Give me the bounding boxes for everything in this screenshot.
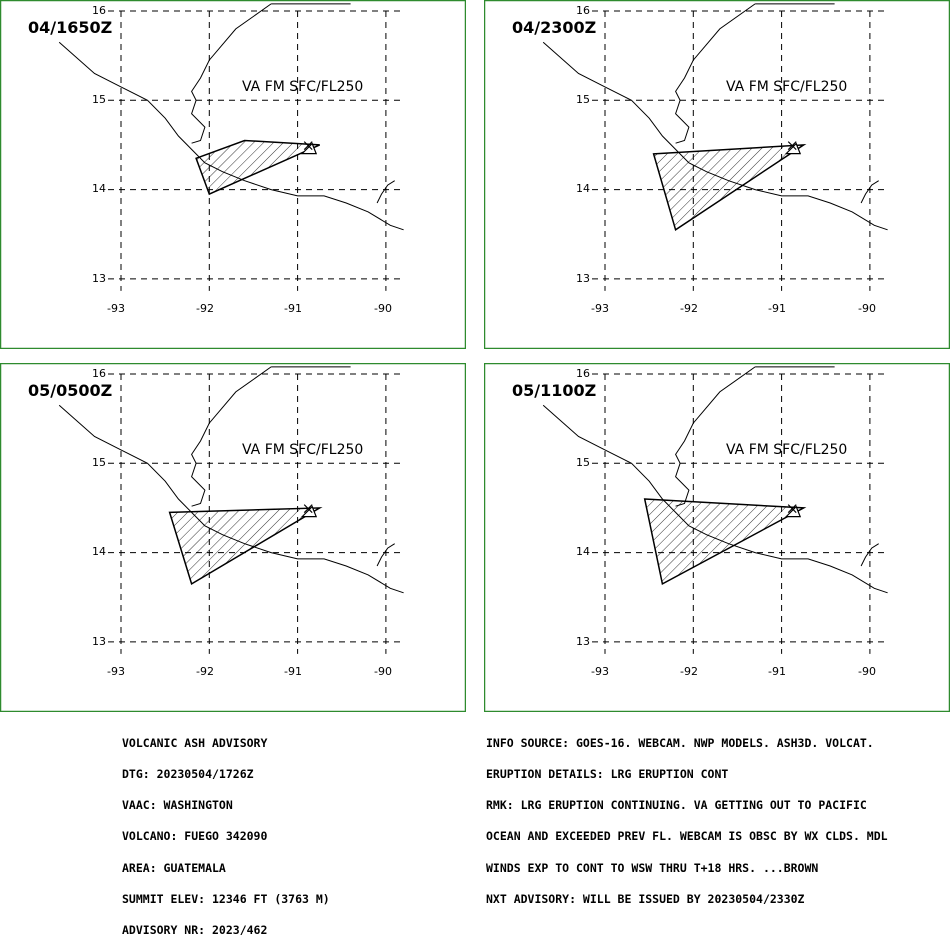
advisory-header-left: VOLCANIC ASH ADVISORY DTG: 20230504/1726… — [122, 717, 330, 946]
lat-label-14: 14 — [92, 182, 106, 195]
volcano-triangle-icon — [300, 504, 318, 518]
map-graphic — [484, 0, 950, 349]
lon-label-91: -91 — [768, 302, 786, 315]
forecast-panel-2: 04/2300Z VA FM SFC/FL250 16 15 14 13 -93… — [484, 0, 950, 349]
lon-label-92: -92 — [196, 665, 214, 678]
panel-frame — [0, 363, 466, 712]
panel-time-label: 05/0500Z — [28, 381, 113, 400]
map-graphic — [0, 363, 466, 712]
forecast-panel-4: 05/1100Z VA FM SFC/FL250 16 15 14 13 -93… — [484, 363, 950, 712]
advisory-line: VOLCANO: FUEGO 342090 — [122, 829, 268, 844]
advisory-line: DTG: 20230504/1726Z — [122, 767, 254, 782]
volcano-triangle-icon — [784, 504, 802, 518]
lon-label-90: -90 — [858, 665, 876, 678]
panel-time-label: 04/2300Z — [512, 18, 597, 37]
coastline — [58, 41, 404, 231]
country-border — [860, 543, 879, 567]
country-border — [860, 180, 879, 204]
advisory-details-right: INFO SOURCE: GOES-16. WEBCAM. NWP MODELS… — [486, 717, 888, 915]
panel-time-label: 05/1100Z — [512, 381, 597, 400]
lat-label-16: 16 — [92, 367, 106, 380]
country-border — [675, 366, 756, 507]
lat-label-14: 14 — [92, 545, 106, 558]
volcano-triangle-icon — [784, 141, 802, 155]
lat-label-16: 16 — [576, 4, 590, 17]
advisory-line: WINDS EXP TO CONT TO WSW THRU T+18 HRS. … — [486, 860, 819, 875]
lat-label-13: 13 — [92, 635, 106, 648]
forecast-panel-1: 04/1650Z VA FM SFC/FL250 16 15 14 13 -93… — [0, 0, 466, 349]
lon-label-92: -92 — [680, 302, 698, 315]
lat-label-14: 14 — [576, 545, 590, 558]
advisory-line: ERUPTION DETAILS: LRG ERUPTION CONT — [486, 767, 729, 782]
lon-label-92: -92 — [196, 302, 214, 315]
lon-label-93: -93 — [591, 665, 609, 678]
forecast-panel-3: 05/0500Z VA FM SFC/FL250 16 15 14 13 -93… — [0, 363, 466, 712]
lon-label-91: -91 — [768, 665, 786, 678]
lon-label-92: -92 — [680, 665, 698, 678]
coastline — [58, 404, 404, 594]
lat-label-14: 14 — [576, 182, 590, 195]
ash-cloud-polygon — [168, 507, 323, 586]
country-border — [191, 3, 272, 144]
lat-label-15: 15 — [576, 456, 590, 469]
panel-level-label: VA FM SFC/FL250 — [242, 442, 364, 458]
lat-label-15: 15 — [92, 456, 106, 469]
coastline — [542, 404, 888, 594]
advisory-line: NXT ADVISORY: WILL BE ISSUED BY 20230504… — [486, 891, 805, 906]
advisory-line: VOLCANIC ASH ADVISORY — [122, 735, 268, 750]
lon-label-90: -90 — [374, 302, 392, 315]
country-border — [191, 366, 272, 507]
lon-label-93: -93 — [107, 665, 125, 678]
advisory-line: INFO SOURCE: GOES-16. WEBCAM. NWP MODELS… — [486, 735, 874, 750]
panel-level-label: VA FM SFC/FL250 — [726, 79, 848, 95]
lat-label-13: 13 — [576, 272, 590, 285]
ash-cloud-polygon — [652, 143, 807, 231]
lon-label-91: -91 — [284, 302, 302, 315]
advisory-line: AREA: GUATEMALA — [122, 860, 226, 875]
advisory-line: VAAC: WASHINGTON — [122, 798, 233, 813]
map-graphic — [0, 0, 466, 349]
panel-level-label: VA FM SFC/FL250 — [242, 79, 364, 95]
country-border — [376, 180, 395, 204]
advisory-line: SUMMIT ELEV: 12346 FT (3763 M) — [122, 891, 330, 906]
lon-label-90: -90 — [374, 665, 392, 678]
volcano-triangle-icon — [300, 141, 318, 155]
ash-cloud-polygon — [195, 139, 321, 196]
lat-label-15: 15 — [576, 93, 590, 106]
lon-label-91: -91 — [284, 665, 302, 678]
lat-label-15: 15 — [92, 93, 106, 106]
lat-label-16: 16 — [92, 4, 106, 17]
advisory-line: ADVISORY NR: 2023/462 — [122, 923, 268, 938]
lat-label-16: 16 — [576, 367, 590, 380]
ash-cloud-polygon — [643, 498, 807, 586]
advisory-line: OCEAN AND EXCEEDED PREV FL. WEBCAM IS OB… — [486, 829, 888, 844]
lon-label-93: -93 — [591, 302, 609, 315]
lon-label-93: -93 — [107, 302, 125, 315]
country-border — [376, 543, 395, 567]
map-graphic — [484, 363, 950, 712]
panel-frame — [0, 0, 466, 349]
advisory-line: RMK: LRG ERUPTION CONTINUING. VA GETTING… — [486, 798, 867, 813]
panel-time-label: 04/1650Z — [28, 18, 113, 37]
panel-level-label: VA FM SFC/FL250 — [726, 442, 848, 458]
lat-label-13: 13 — [92, 272, 106, 285]
lat-label-13: 13 — [576, 635, 590, 648]
lon-label-90: -90 — [858, 302, 876, 315]
country-border — [675, 3, 756, 144]
